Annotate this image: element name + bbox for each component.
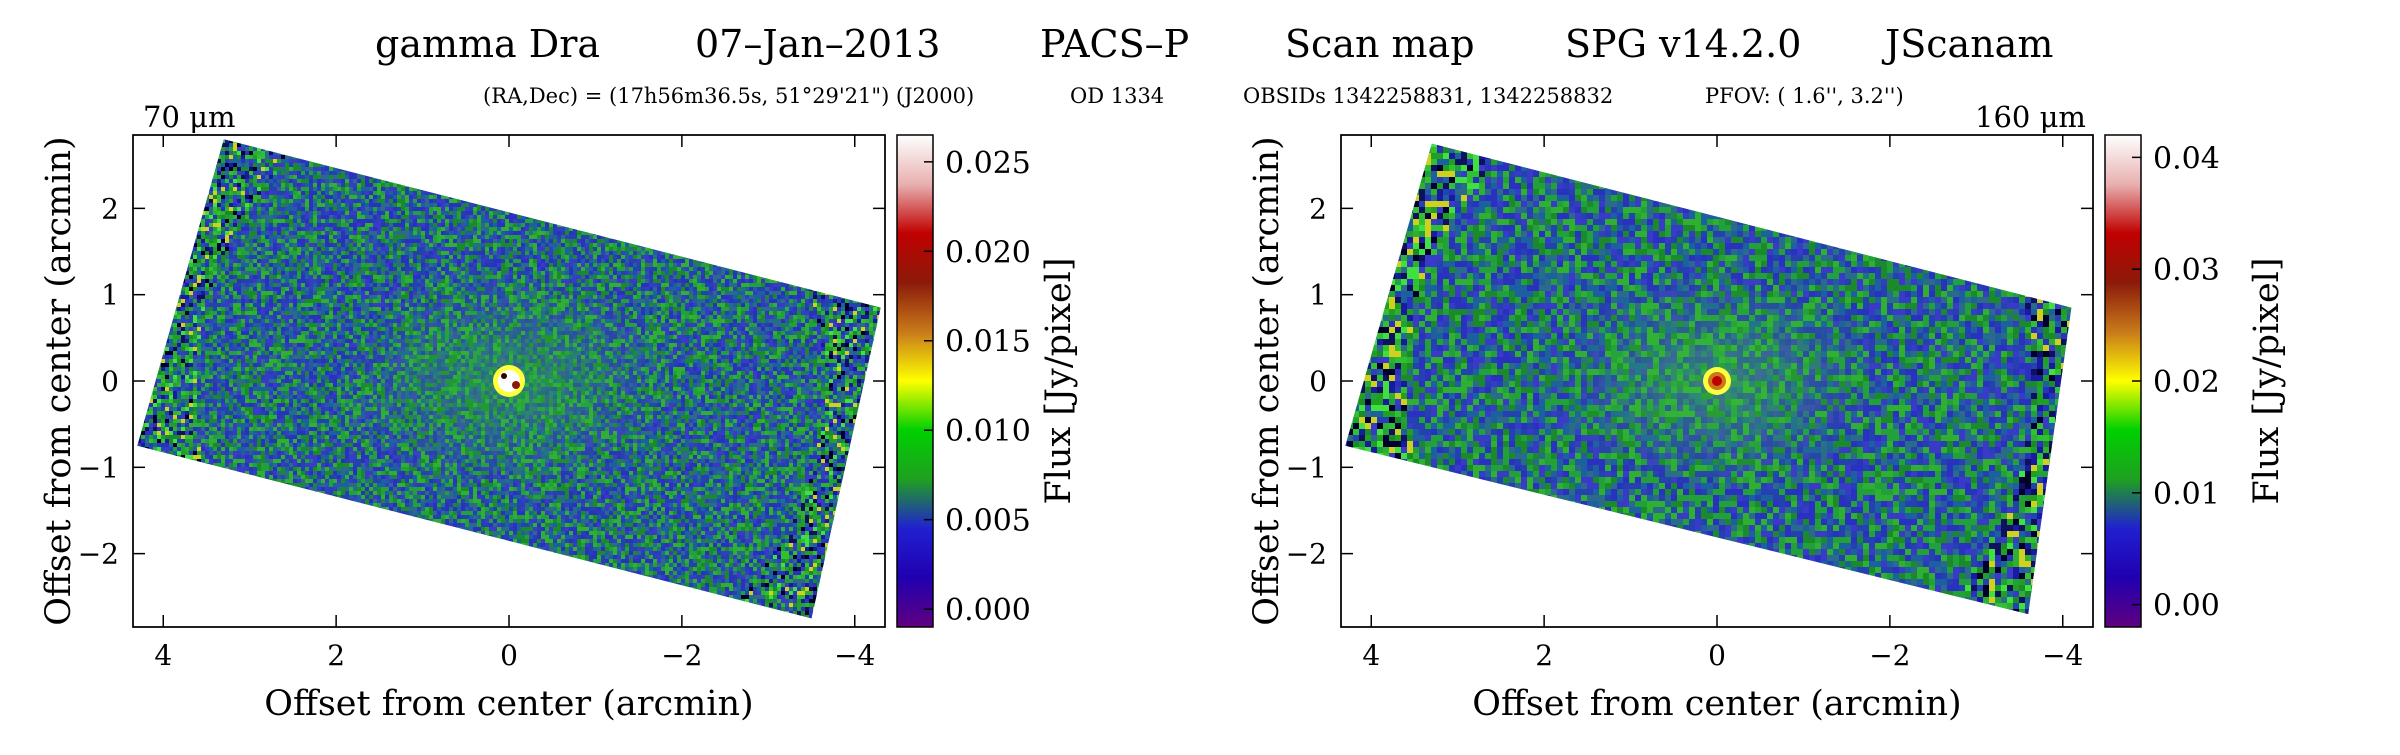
y-tick-label: −1 bbox=[1286, 451, 1327, 484]
flux-map-160um: 4 2 0 −2 −4 2 1 0 −1 −2 Offset from center (arcm… bbox=[1247, 134, 2287, 724]
y-tick-label: −1 bbox=[78, 451, 119, 484]
y-tick-label: 1 bbox=[1309, 279, 1327, 312]
flux-map-70um: 4 2 0 −2 −4 2 1 0 −1 −2 Offset from center (arcm… bbox=[39, 134, 1079, 724]
subheader-coords: (RA,Dec) = (17h56m36.5s, 51°29'21") (J20… bbox=[483, 84, 974, 108]
colorbar-tick-label: 0.010 bbox=[945, 414, 1031, 449]
header-target: gamma Dra bbox=[375, 22, 600, 66]
colorbar-label: Flux [Jy/pixel] bbox=[1039, 257, 1079, 504]
x-tick-label: 0 bbox=[1708, 639, 1726, 672]
x-tick-label: −2 bbox=[661, 639, 702, 672]
y-tick-label: 0 bbox=[1309, 365, 1327, 398]
colorbar-tick-label: 0.04 bbox=[2153, 141, 2220, 176]
header-mapper: JScanam bbox=[1885, 22, 2053, 66]
colorbar-ticks: 0.025 0.020 0.015 0.010 0.005 0.000 bbox=[924, 146, 1031, 628]
plot-frame bbox=[1340, 134, 2094, 628]
x-tick-label: −2 bbox=[1869, 639, 1910, 672]
x-axis-ticks: 4 2 0 −2 −4 bbox=[1362, 135, 2083, 672]
y-axis-ticks: 2 1 0 −1 −2 bbox=[78, 192, 885, 571]
y-axis-label: Offset from center (arcmin) bbox=[39, 136, 79, 625]
x-tick-label: 0 bbox=[500, 639, 518, 672]
x-tick-label: 4 bbox=[154, 639, 172, 672]
y-axis-ticks: 2 1 0 −1 −2 bbox=[1286, 192, 2093, 571]
x-axis-label: Offset from center (arcmin) bbox=[264, 684, 753, 724]
colorbar-tick-label: 0.00 bbox=[2153, 589, 2220, 624]
colorbar-tick-label: 0.015 bbox=[945, 325, 1031, 360]
panel-label-160um: 160 μm bbox=[1975, 100, 2086, 134]
x-tick-label: 2 bbox=[327, 639, 345, 672]
plot-frame bbox=[132, 134, 886, 628]
colorbar-ticks: 0.04 0.03 0.02 0.01 0.00 bbox=[2132, 141, 2220, 624]
point-source bbox=[493, 365, 525, 397]
y-tick-label: 2 bbox=[101, 192, 119, 225]
x-axis-ticks: 4 2 0 −2 −4 bbox=[154, 135, 875, 672]
colorbar-tick-label: 0.02 bbox=[2153, 365, 2220, 400]
x-tick-label: 2 bbox=[1535, 639, 1553, 672]
colorbar-tick-label: 0.000 bbox=[945, 593, 1031, 628]
colorbar bbox=[896, 134, 934, 628]
colorbar-tick-label: 0.005 bbox=[945, 504, 1031, 539]
header-date: 07–Jan–2013 bbox=[695, 22, 940, 66]
header-instrument: PACS–P bbox=[1040, 22, 1189, 66]
colorbar-tick-label: 0.020 bbox=[945, 235, 1031, 270]
plot-area: 4 2 0 −2 −4 2 1 0 −1 −2 bbox=[78, 134, 886, 672]
subheader-obsids: OBSIDs 1342258831, 1342258832 bbox=[1243, 84, 1613, 108]
y-axis-label: Offset from center (arcmin) bbox=[1247, 136, 1287, 625]
x-axis-label: Offset from center (arcmin) bbox=[1472, 684, 1961, 724]
y-tick-label: 1 bbox=[101, 279, 119, 312]
subheader-od: OD 1334 bbox=[1070, 84, 1164, 108]
header-pipeline: SPG v14.2.0 bbox=[1565, 22, 1801, 66]
y-tick-label: −2 bbox=[78, 538, 119, 571]
colorbar-tick-label: 0.03 bbox=[2153, 253, 2220, 288]
y-tick-label: −2 bbox=[1286, 538, 1327, 571]
x-tick-label: −4 bbox=[834, 639, 875, 672]
header-mode: Scan map bbox=[1285, 22, 1475, 66]
x-tick-label: −4 bbox=[2042, 639, 2083, 672]
colorbar-gradient bbox=[896, 134, 934, 628]
panel-label-70um: 70 μm bbox=[143, 100, 235, 134]
point-source bbox=[1703, 367, 1731, 395]
x-tick-label: 4 bbox=[1362, 639, 1380, 672]
y-tick-label: 2 bbox=[1309, 192, 1327, 225]
colorbar-tick-label: 0.01 bbox=[2153, 477, 2220, 512]
subheader-pfov: PFOV: ( 1.6'', 3.2'') bbox=[1705, 84, 1904, 108]
y-tick-label: 0 bbox=[101, 365, 119, 398]
colorbar-tick-label: 0.025 bbox=[945, 146, 1031, 181]
plot-area: 4 2 0 −2 −4 2 1 0 −1 −2 bbox=[1286, 134, 2094, 672]
colorbar-label: Flux [Jy/pixel] bbox=[2247, 257, 2287, 504]
